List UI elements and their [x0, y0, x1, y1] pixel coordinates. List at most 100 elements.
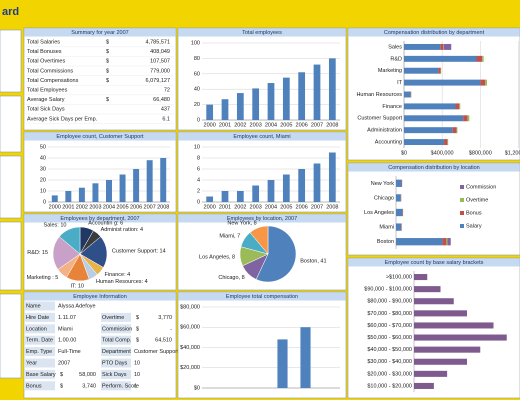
summary-label: Total Overtimes: [27, 59, 65, 65]
bar: [133, 169, 140, 202]
x-tick-label: 2004: [265, 204, 277, 210]
label-cell: [25, 312, 55, 322]
info-value: 10: [134, 372, 140, 378]
side-panel: [0, 293, 22, 379]
bar: [414, 334, 507, 341]
data-label: New York, 8: [227, 220, 256, 226]
x-tick-label: 2005: [116, 204, 128, 210]
data-label: Marketing : 5: [27, 275, 59, 281]
x-tick-label: 2004: [265, 122, 277, 128]
panel-title: Employee count, Customer Support: [56, 134, 144, 140]
bar-segment: [476, 55, 483, 62]
info-label: Perform. Score: [102, 383, 139, 389]
info-currency: $: [136, 338, 139, 344]
panel-title: Compensation distribution by location: [388, 165, 479, 171]
panel-title: Employees by location, 2007: [227, 216, 297, 222]
bar-segment: [404, 43, 441, 50]
bar: [300, 327, 311, 388]
info-currency: $: [136, 315, 139, 321]
bar-segment: [447, 238, 451, 246]
bar-segment: [404, 139, 445, 146]
info-label: Overtime: [102, 315, 124, 321]
panel-header: [348, 258, 520, 267]
y-tick-label: 40: [194, 87, 200, 93]
data-label: Sales: 10: [44, 222, 67, 228]
y-tick-label: Finance: [382, 104, 402, 110]
info-label: Location: [26, 326, 47, 332]
info-value: 58,000: [79, 372, 96, 378]
summary-value: 6,079,127: [146, 78, 170, 84]
info-label: Bonus: [26, 383, 42, 389]
bar-segment: [456, 127, 458, 134]
bar: [414, 286, 441, 293]
summary-value: 408,049: [150, 49, 170, 55]
x-tick-label: 2000: [204, 204, 216, 210]
bar: [206, 196, 214, 202]
y-tick-label: 80: [194, 56, 200, 62]
x-tick-label: $800,000: [469, 150, 492, 156]
summary-currency: $: [106, 59, 109, 65]
bar-segment: [396, 179, 402, 187]
bar: [313, 163, 321, 202]
info-label: Total Comp.: [102, 338, 132, 344]
data-label: Human Resources: 4: [96, 279, 148, 285]
panel-header: [348, 163, 520, 172]
bar: [282, 174, 290, 202]
bar: [328, 152, 336, 202]
label-cell: [101, 358, 131, 368]
summary-value: 72: [164, 87, 170, 93]
info-label: Department: [102, 349, 131, 355]
data-label: Administ ration: 4: [101, 227, 144, 233]
summary-value: 66,480: [153, 97, 170, 103]
bar-segment: [402, 208, 403, 217]
y-tick-label: Los Angeles: [364, 210, 394, 216]
label-cell: [25, 381, 55, 391]
y-tick-label: $40,000: [180, 345, 200, 351]
side-panel: [0, 221, 22, 291]
y-tick-label: Customer Support: [357, 116, 402, 122]
y-tick-label: $30,000 - $40,000: [367, 359, 412, 365]
panel-header: [24, 214, 176, 223]
y-tick-label: IT: [397, 80, 403, 86]
label-cell: [101, 381, 131, 391]
legend-label: Bonus: [466, 210, 482, 216]
label-cell: [25, 358, 55, 368]
summary-currency: $: [106, 49, 109, 55]
bar-segment: [455, 103, 460, 110]
summary-label: Total Salaries: [27, 39, 60, 45]
summary-label: Total Compensations: [27, 78, 79, 84]
bar: [414, 382, 434, 389]
x-tick-label: 2002: [76, 204, 88, 210]
summary-value: 437: [161, 107, 170, 113]
bar-segment: [480, 79, 486, 86]
panel-title: Summary for year 2007: [71, 30, 128, 36]
summary-value: 779,000: [150, 68, 170, 74]
panel-title: Employee total compensation: [226, 294, 298, 300]
x-tick-label: 2000: [204, 122, 216, 128]
bar: [277, 339, 288, 388]
label-cell: [25, 369, 55, 379]
y-tick-label: $0: [194, 385, 200, 391]
y-tick-label: R&D: [390, 56, 402, 62]
info-label: Base Salary: [26, 372, 56, 378]
bar: [221, 191, 229, 202]
bar-segment: [396, 223, 402, 231]
info-value: Miami: [58, 326, 73, 332]
panel-header: [178, 132, 346, 141]
y-tick-label: 10: [194, 144, 200, 150]
bar-segment: [463, 115, 468, 122]
summary-currency: $: [106, 68, 109, 74]
bar: [206, 104, 214, 120]
bar-segment: [396, 194, 401, 202]
legend-label: Salary: [466, 223, 482, 229]
y-tick-label: Chicago: [374, 195, 394, 201]
bar-segment: [467, 115, 470, 122]
panel-header: [348, 28, 520, 37]
panel: [23, 131, 177, 213]
bar: [252, 88, 260, 120]
bar-segment: [404, 103, 456, 110]
bar: [146, 160, 153, 202]
y-tick-label: $60,000 - $70,000: [367, 323, 412, 329]
bar: [414, 370, 448, 377]
label-cell: [101, 347, 131, 357]
